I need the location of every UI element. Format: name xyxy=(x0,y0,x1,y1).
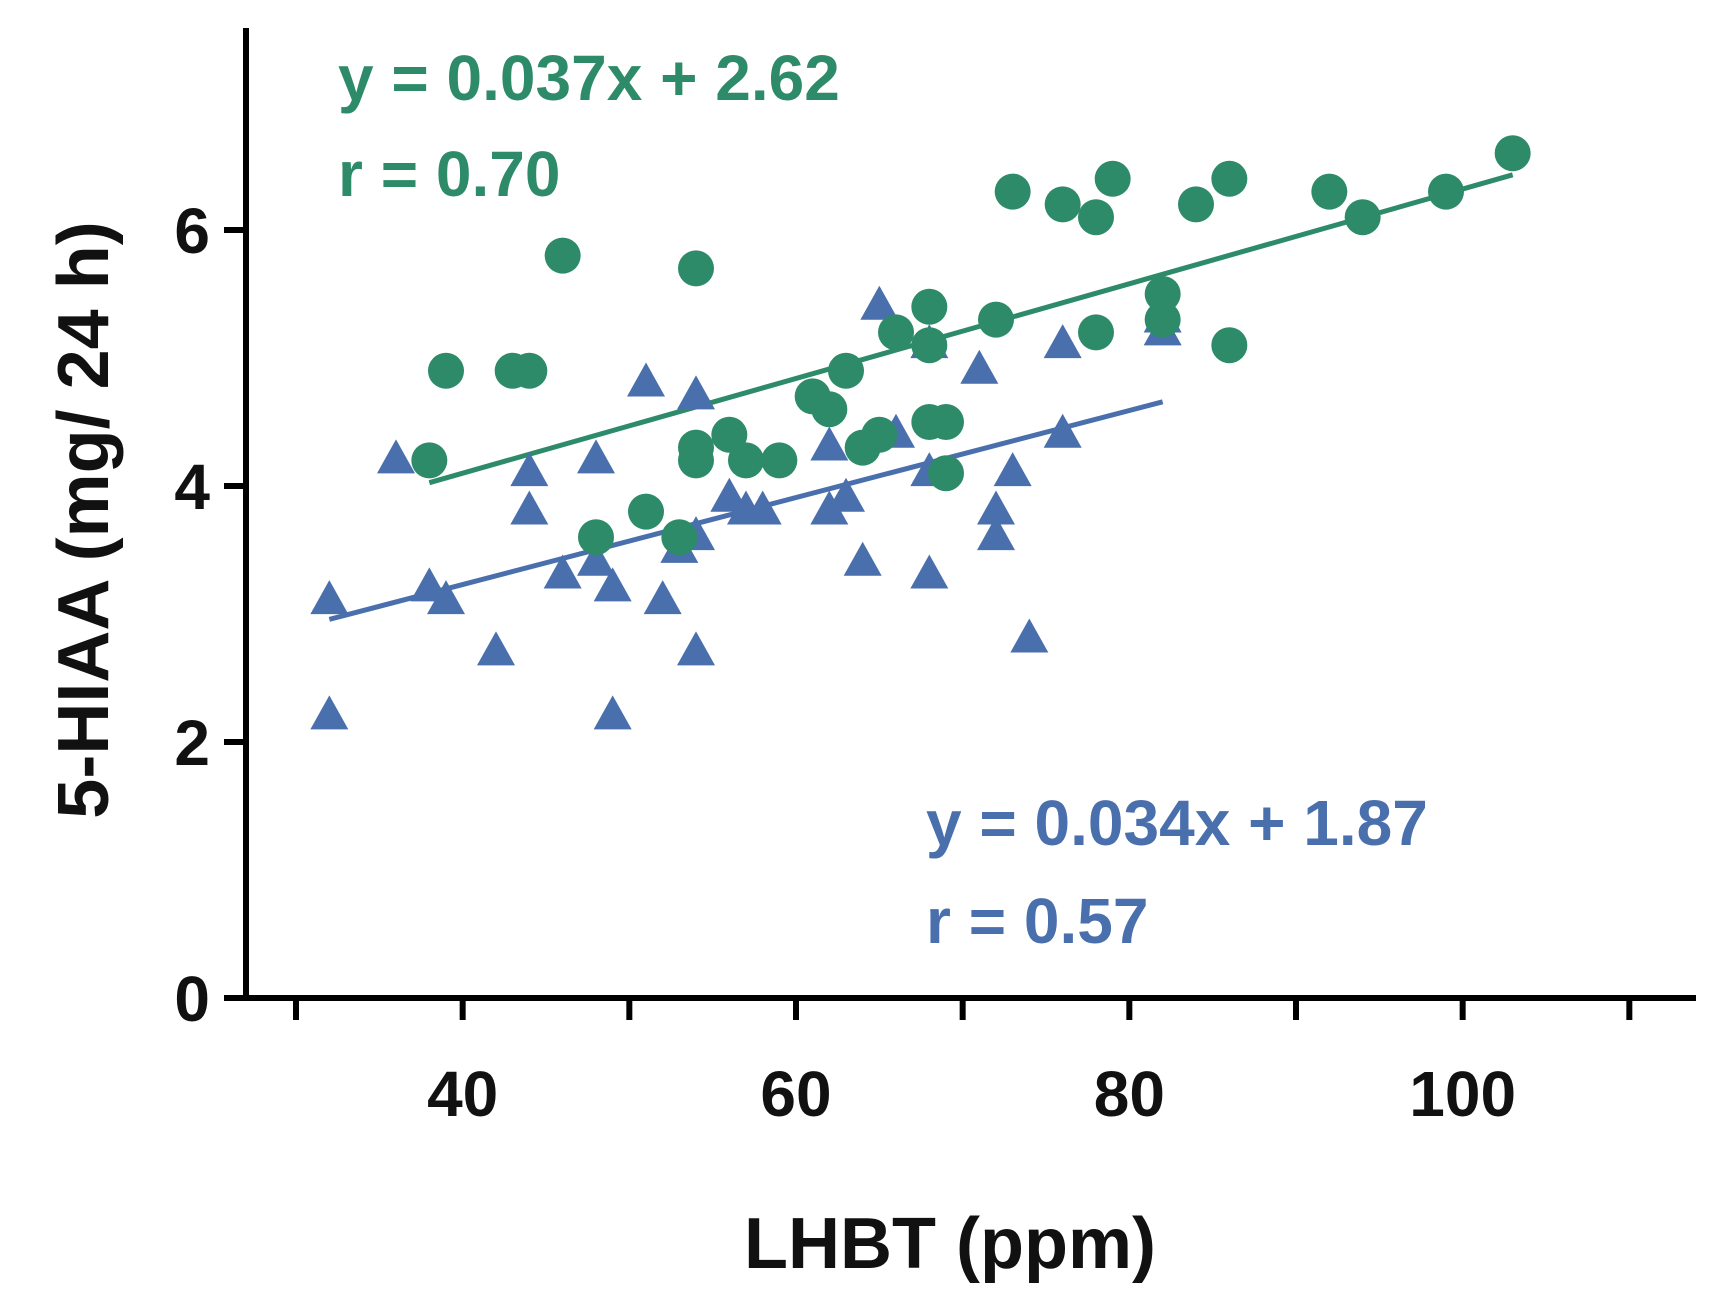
green-point xyxy=(911,327,948,364)
green-point xyxy=(878,314,914,351)
green-point xyxy=(1178,186,1214,223)
green-point xyxy=(628,493,664,530)
green-point xyxy=(428,352,464,389)
blue-equation-label: y = 0.034x + 1.87 xyxy=(926,787,1428,859)
green-point xyxy=(678,250,714,287)
y-tick-label: 6 xyxy=(174,195,210,267)
blue-point xyxy=(810,426,849,461)
y-tick-label: 0 xyxy=(174,963,210,1035)
y-tick-label: 4 xyxy=(174,451,210,523)
x-tick-label: 40 xyxy=(427,1058,498,1130)
green-point xyxy=(1044,186,1081,223)
x-tick-label: 60 xyxy=(760,1058,831,1130)
annotations: y = 0.037x + 2.62 r = 0.70 y = 0.034x + … xyxy=(338,42,1428,957)
green-point xyxy=(928,404,964,440)
green-point xyxy=(1078,314,1114,351)
blue-point xyxy=(827,477,865,512)
blue-point xyxy=(1043,324,1082,359)
blue-point xyxy=(1043,413,1082,448)
green-point xyxy=(1078,199,1114,236)
green-r-label: r = 0.70 xyxy=(338,138,560,210)
blue-r-label: r = 0.57 xyxy=(926,885,1148,957)
blue-point xyxy=(310,580,349,615)
data-points xyxy=(310,135,1531,730)
green-point xyxy=(1211,160,1248,197)
blue-point xyxy=(677,631,715,666)
green-point xyxy=(1094,160,1131,197)
blue-point xyxy=(410,567,449,602)
blue-point xyxy=(810,490,849,525)
y-axis-label: 5-HIAA (mg/ 24 h) xyxy=(44,221,124,818)
green-point xyxy=(1428,173,1464,210)
green-point xyxy=(1494,135,1531,172)
blue-point xyxy=(993,452,1032,487)
blue-point xyxy=(977,490,1015,525)
blue-point xyxy=(310,695,349,730)
blue-point xyxy=(1010,618,1049,653)
x-tick-label: 80 xyxy=(1094,1058,1165,1130)
blue-point xyxy=(843,541,882,576)
green-point xyxy=(411,442,448,479)
blue-point xyxy=(977,516,1015,551)
green-fit-line xyxy=(428,172,1514,486)
green-point xyxy=(544,237,581,274)
green-point xyxy=(928,455,964,492)
blue-point xyxy=(710,477,749,512)
green-point xyxy=(1344,199,1381,236)
axes: 0 2 4 6 40 60 80 100 xyxy=(174,28,1696,1130)
blue-point xyxy=(910,554,949,589)
green-point xyxy=(811,391,848,428)
axis-labels: LHBT (ppm) 5-HIAA (mg/ 24 h) xyxy=(44,221,1156,1284)
green-point xyxy=(1144,276,1181,312)
blue-point xyxy=(593,567,632,602)
green-point xyxy=(911,288,948,325)
blue-point xyxy=(860,285,899,320)
green-point xyxy=(828,352,864,389)
green-point xyxy=(1211,327,1248,364)
green-point xyxy=(761,442,798,479)
blue-point xyxy=(377,439,415,474)
green-point xyxy=(511,352,548,389)
blue-point xyxy=(743,490,782,525)
green-point xyxy=(678,442,714,479)
blue-point xyxy=(677,375,715,410)
green-point xyxy=(728,442,764,479)
green-point xyxy=(661,519,698,556)
blue-point xyxy=(427,580,465,615)
blue-point xyxy=(577,439,615,474)
blue-point xyxy=(627,362,665,397)
blue-point xyxy=(577,541,615,576)
blue-point xyxy=(543,554,582,589)
green-point xyxy=(578,519,614,556)
y-tick-label: 2 xyxy=(174,707,210,779)
green-point xyxy=(861,416,898,453)
green-point xyxy=(1144,301,1181,338)
fit-lines xyxy=(328,172,1514,622)
blue-point xyxy=(510,452,549,487)
green-point xyxy=(994,173,1031,210)
blue-point xyxy=(593,695,632,730)
green-point xyxy=(711,416,748,453)
blue-point xyxy=(960,349,999,384)
green-point xyxy=(1311,173,1348,210)
green-equation-label: y = 0.037x + 2.62 xyxy=(338,42,840,114)
blue-point xyxy=(510,490,549,525)
blue-point xyxy=(477,631,515,666)
x-axis-label: LHBT (ppm) xyxy=(744,1204,1156,1284)
x-tick-label: 100 xyxy=(1409,1058,1516,1130)
green-point xyxy=(978,301,1014,338)
blue-point xyxy=(643,580,682,615)
